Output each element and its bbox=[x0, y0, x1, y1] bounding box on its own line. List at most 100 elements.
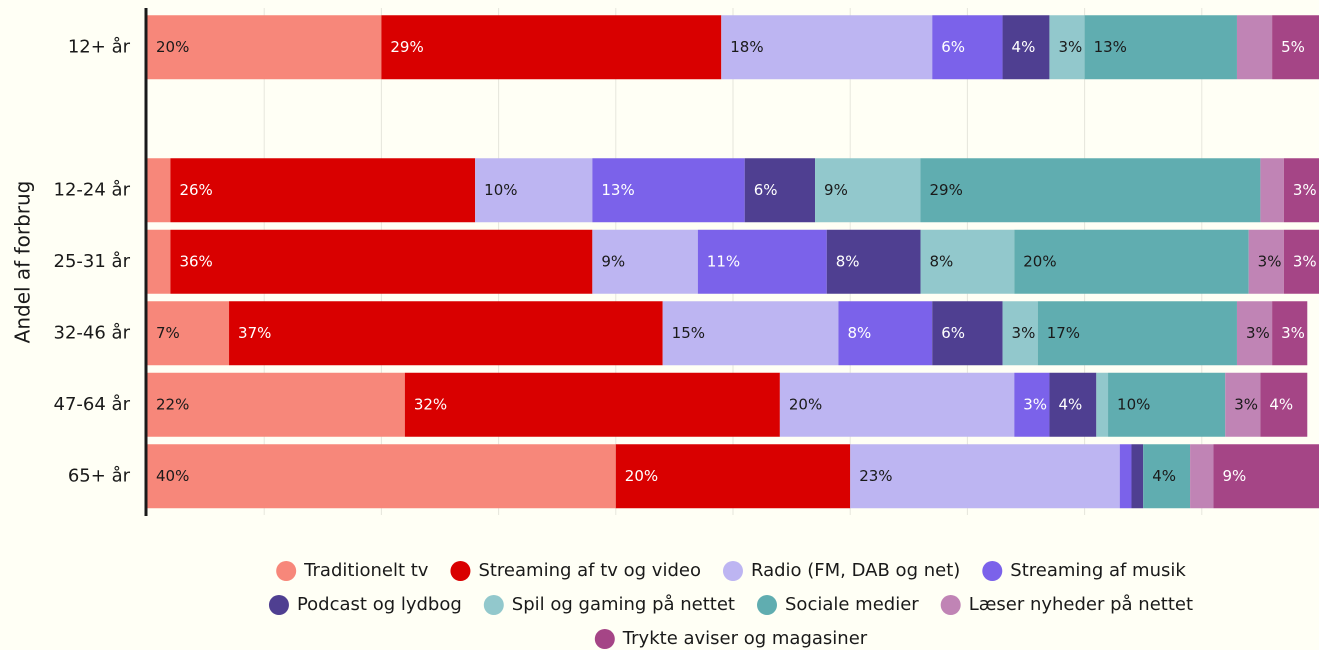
data-label: 9% bbox=[824, 181, 848, 199]
bar-segment bbox=[1119, 444, 1132, 509]
bar-segment bbox=[826, 229, 921, 294]
y-tick-label: 47-64 år bbox=[54, 394, 131, 415]
legend-row: Trykte aviser og magasiner bbox=[594, 628, 868, 649]
data-label: 3% bbox=[1012, 324, 1036, 342]
bar-segment bbox=[147, 229, 171, 294]
bar-segment bbox=[920, 158, 1261, 223]
bar-segment bbox=[147, 444, 616, 509]
data-label: 6% bbox=[941, 324, 965, 342]
y-axis-label: Andel af forbrug bbox=[11, 181, 35, 344]
data-label: 29% bbox=[390, 38, 423, 56]
bar-segment bbox=[1190, 444, 1214, 509]
bar-segment bbox=[147, 301, 230, 366]
legend-swatch bbox=[594, 629, 615, 649]
bar-segment bbox=[615, 444, 851, 509]
y-tick-label: 12-24 år bbox=[54, 179, 131, 200]
data-label: 6% bbox=[754, 181, 778, 199]
bar-segment bbox=[147, 15, 382, 80]
data-label: 20% bbox=[625, 467, 658, 485]
data-label: 4% bbox=[1058, 395, 1082, 413]
data-label: 8% bbox=[930, 252, 954, 270]
bar-segment bbox=[1096, 372, 1109, 437]
legend-swatch bbox=[982, 561, 1003, 581]
legend-swatch bbox=[483, 595, 504, 615]
y-tick-label: 32-46 år bbox=[54, 322, 131, 343]
legend-label: Streaming af musik bbox=[1010, 560, 1186, 581]
bar-segment bbox=[1213, 444, 1319, 509]
data-label: 15% bbox=[672, 324, 705, 342]
y-tick-label: 12+ år bbox=[68, 36, 131, 57]
data-label: 11% bbox=[707, 252, 740, 270]
bar-segment bbox=[1236, 301, 1273, 366]
bar-segment bbox=[1108, 372, 1226, 437]
bar-segment bbox=[229, 301, 663, 366]
bar-segment bbox=[1236, 15, 1273, 80]
legend-label: Sociale medier bbox=[785, 594, 919, 615]
data-label: 32% bbox=[414, 395, 447, 413]
bar-segment bbox=[815, 158, 921, 223]
bar-segment bbox=[1283, 158, 1319, 223]
data-label: 18% bbox=[730, 38, 763, 56]
bar-segment bbox=[1248, 229, 1284, 294]
bar-segment bbox=[850, 444, 1120, 509]
legend-swatch bbox=[722, 561, 743, 581]
data-label: 5% bbox=[1281, 38, 1305, 56]
data-label: 3% bbox=[1293, 181, 1317, 199]
bar-segment bbox=[592, 158, 745, 223]
data-label: 23% bbox=[859, 467, 892, 485]
data-label: 8% bbox=[836, 252, 860, 270]
bar-segment bbox=[170, 229, 593, 294]
data-label: 3% bbox=[1246, 324, 1270, 342]
legend-swatch bbox=[276, 561, 297, 581]
data-label: 17% bbox=[1047, 324, 1080, 342]
bar-segment bbox=[147, 158, 171, 223]
data-label: 3% bbox=[1023, 395, 1047, 413]
data-label: 40% bbox=[156, 467, 189, 485]
data-label: 13% bbox=[1094, 38, 1127, 56]
legend-label: Læser nyheder på nettet bbox=[969, 594, 1193, 615]
bar-segment bbox=[1014, 229, 1249, 294]
bar-segment bbox=[662, 301, 839, 366]
data-label: 8% bbox=[847, 324, 871, 342]
data-label: 9% bbox=[601, 252, 625, 270]
bar-segment bbox=[1225, 372, 1261, 437]
bar-segment bbox=[1283, 229, 1319, 294]
data-label: 3% bbox=[1234, 395, 1258, 413]
legend-swatch bbox=[450, 561, 471, 581]
bar-segment bbox=[381, 15, 722, 80]
bar-segment bbox=[721, 15, 933, 80]
data-label: 7% bbox=[156, 324, 180, 342]
bar-segment bbox=[1272, 15, 1319, 80]
legend-row: Traditionelt tv Streaming af tv og video R… bbox=[276, 560, 1186, 581]
data-label: 3% bbox=[1258, 252, 1282, 270]
data-label: 4% bbox=[1269, 395, 1293, 413]
legend-label: Podcast og lydbog bbox=[297, 594, 462, 615]
data-label: 3% bbox=[1281, 324, 1305, 342]
legend-label: Radio (FM, DAB og net) bbox=[751, 560, 960, 581]
data-label: 36% bbox=[179, 252, 212, 270]
bar-segment bbox=[404, 372, 780, 437]
bar-segment bbox=[170, 158, 476, 223]
legend-swatch bbox=[757, 595, 777, 615]
y-tick-label: 65+ år bbox=[68, 465, 131, 486]
data-label: 13% bbox=[601, 181, 634, 199]
bar-segment bbox=[838, 301, 933, 366]
data-label: 22% bbox=[156, 395, 189, 413]
data-label: 26% bbox=[179, 181, 212, 199]
data-label: 3% bbox=[1058, 38, 1082, 56]
data-label: 3% bbox=[1293, 252, 1317, 270]
bar-segment bbox=[932, 301, 1003, 366]
data-label: 4% bbox=[1012, 38, 1036, 56]
data-label: 10% bbox=[484, 181, 517, 199]
bar-segment bbox=[932, 15, 1003, 80]
bar-segment bbox=[1014, 372, 1050, 437]
bar-segment bbox=[592, 229, 698, 294]
bar-segment bbox=[1049, 372, 1097, 437]
legend-swatch bbox=[268, 595, 289, 615]
data-label: 9% bbox=[1223, 467, 1247, 485]
bar-segment bbox=[1002, 15, 1050, 80]
bar-segment bbox=[1131, 444, 1144, 509]
data-label: 29% bbox=[930, 181, 963, 199]
legend-label: Streaming af tv og video bbox=[478, 560, 701, 581]
